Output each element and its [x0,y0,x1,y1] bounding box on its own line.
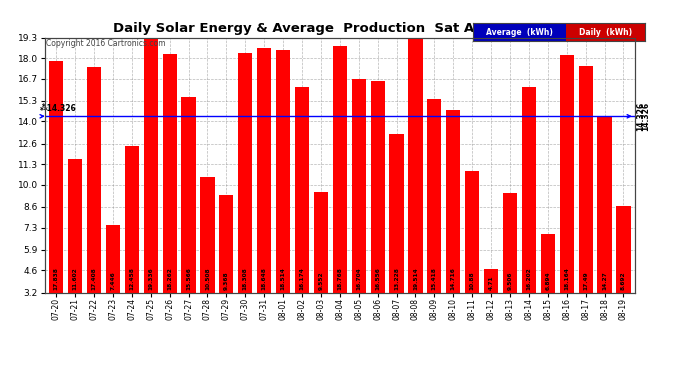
Text: 10.88: 10.88 [470,272,475,290]
Bar [106,225,120,292]
Text: 4.71: 4.71 [489,276,493,290]
Bar [87,68,101,292]
Bar [352,79,366,292]
Bar [503,193,517,292]
Text: 13.228: 13.228 [394,267,399,290]
Bar [389,134,404,292]
Bar [598,117,611,292]
Text: 15.418: 15.418 [432,267,437,290]
Title: Daily Solar Energy & Average  Production  Sat Aug 20  19:46: Daily Solar Energy & Average Production … [112,22,567,35]
Text: 18.768: 18.768 [337,267,342,290]
Bar [522,87,536,292]
Bar [333,46,347,292]
Bar [371,81,385,292]
Bar [446,110,460,292]
Text: 8.692: 8.692 [621,272,626,290]
Bar [257,48,271,292]
Text: 18.262: 18.262 [167,267,172,290]
Bar [295,87,309,292]
Text: 10.508: 10.508 [205,267,210,290]
Text: 19.514: 19.514 [413,267,418,290]
Bar [181,97,196,292]
Bar [144,37,158,292]
Bar [49,61,63,292]
Text: 7.446: 7.446 [110,272,115,290]
Bar [219,195,233,292]
Bar [68,159,82,292]
Text: 16.704: 16.704 [356,267,362,290]
Text: 17.838: 17.838 [54,267,59,290]
Text: 18.648: 18.648 [262,267,267,290]
Bar [200,177,215,292]
Bar [427,99,442,292]
Text: 14.716: 14.716 [451,267,456,290]
Text: 12.458: 12.458 [129,267,135,290]
Text: 16.202: 16.202 [526,267,531,290]
Text: 18.164: 18.164 [564,267,569,290]
Text: 9.368: 9.368 [224,272,229,290]
Bar [578,66,593,292]
Bar [484,268,498,292]
Bar [314,192,328,292]
Text: 16.174: 16.174 [299,267,304,290]
Text: 15.566: 15.566 [186,267,191,290]
Text: 9.552: 9.552 [318,272,324,290]
Text: 17.49: 17.49 [583,272,588,290]
Bar [276,50,290,292]
Text: 11.602: 11.602 [72,267,77,290]
Text: 9.506: 9.506 [508,272,513,290]
Bar [616,206,631,292]
Text: 18.308: 18.308 [243,267,248,290]
Text: 6.894: 6.894 [545,272,551,290]
Text: ⁂14.326: ⁂14.326 [40,104,77,113]
Bar [125,146,139,292]
Bar [238,53,253,292]
Text: Copyright 2016 Cartronics.com: Copyright 2016 Cartronics.com [46,39,166,48]
Text: 14.326: 14.326 [635,102,644,131]
Text: Daily  (kWh): Daily (kWh) [579,28,632,37]
Text: 17.408: 17.408 [92,267,97,290]
Text: 19.336: 19.336 [148,267,153,290]
Text: 18.514: 18.514 [281,267,286,290]
Text: 14.27: 14.27 [602,272,607,290]
Text: 16.556: 16.556 [375,267,380,290]
Bar [163,54,177,292]
Bar [408,34,422,292]
Text: Average  (kWh): Average (kWh) [486,28,553,37]
Bar [560,56,574,292]
Bar [541,234,555,292]
Bar [465,171,480,292]
